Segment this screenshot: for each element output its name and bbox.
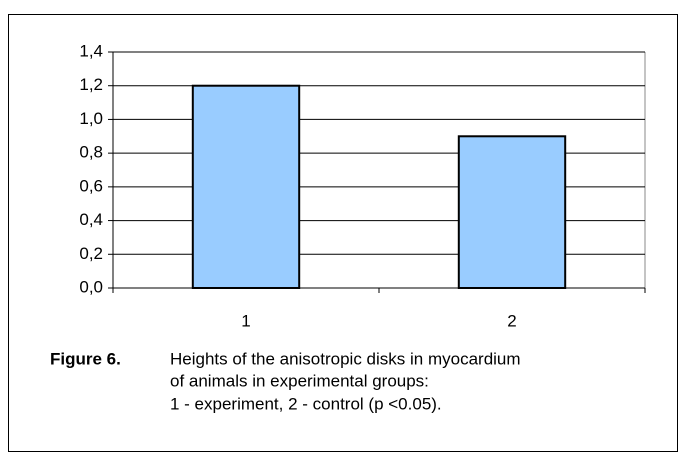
caption-line: Heights of the anisotropic disks in myoc… xyxy=(170,349,521,368)
y-tick-label: 0,2 xyxy=(79,244,103,263)
y-tick-label: 0,0 xyxy=(79,277,103,296)
x-tick-label: 1 xyxy=(241,311,250,330)
caption-line: of animals in experimental groups: xyxy=(170,371,429,390)
bar xyxy=(457,135,567,289)
y-tick-label: 0,4 xyxy=(79,210,103,229)
y-tick-label: 1,4 xyxy=(79,41,103,60)
bar xyxy=(191,84,301,290)
caption-label: Figure 6. xyxy=(50,349,121,368)
caption-line: 1 - experiment, 2 - control (p <0.05). xyxy=(170,394,442,413)
y-tick-label: 1,0 xyxy=(79,109,103,128)
y-tick-label: 0,6 xyxy=(79,176,103,195)
y-tick-label: 0,8 xyxy=(79,143,103,162)
x-tick-label: 2 xyxy=(507,311,516,330)
y-tick-label: 1,2 xyxy=(79,75,103,94)
